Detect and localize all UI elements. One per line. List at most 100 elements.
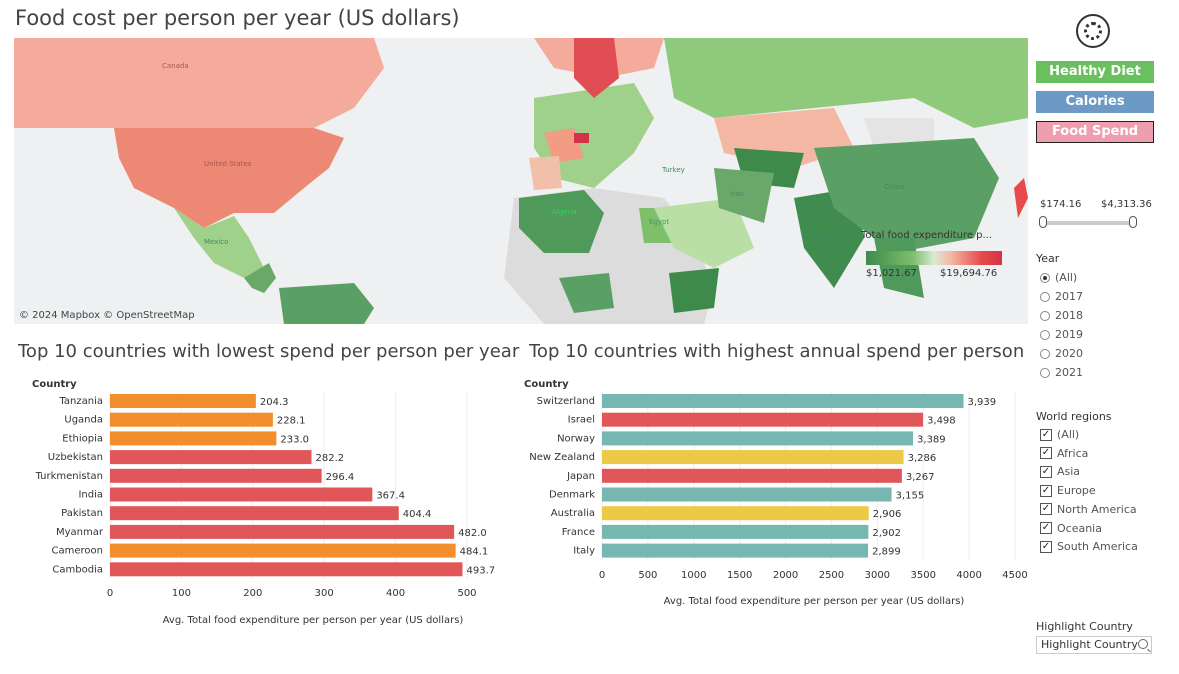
map-shapes[interactable] (14, 38, 1028, 324)
region-option-label: Asia (1057, 465, 1081, 479)
x-tick-label: 1500 (727, 570, 752, 581)
logo-icon (1076, 14, 1110, 48)
checkbox-icon[interactable]: ✓ (1040, 522, 1052, 534)
map-japan[interactable] (1014, 178, 1028, 218)
bar (602, 431, 914, 446)
bar (110, 394, 256, 408)
bar (602, 450, 904, 465)
world-map[interactable]: Canada United States Mexico Algeria Egyp… (14, 38, 1028, 324)
map-label-mexico: Mexico (204, 238, 229, 246)
checkbox-icon[interactable]: ✓ (1040, 540, 1052, 553)
category-label: Turkmenistan (35, 471, 103, 482)
year-option[interactable]: 2021 (1040, 366, 1083, 379)
calories-button[interactable]: Calories (1036, 91, 1154, 113)
map-mongolia[interactable] (864, 118, 934, 148)
year-option[interactable]: 2017 (1040, 290, 1083, 303)
y-field-label: Country (524, 379, 569, 390)
radio-icon[interactable] (1040, 367, 1050, 378)
map-mexico[interactable] (174, 208, 264, 278)
category-label: Ethiopia (62, 433, 103, 444)
year-option[interactable]: 2018 (1040, 309, 1083, 322)
map-china[interactable] (814, 138, 999, 253)
checkbox-icon[interactable]: ✓ (1040, 428, 1052, 441)
region-option[interactable]: ✓ Africa (1040, 447, 1088, 460)
region-option[interactable]: ✓ Europe (1040, 484, 1096, 497)
region-option[interactable]: ✓ Oceania (1040, 522, 1102, 535)
category-label: Myanmar (56, 527, 104, 538)
region-option-label: (All) (1057, 428, 1080, 441)
map-switzerland[interactable] (574, 133, 589, 143)
data-label: 3,155 (896, 491, 925, 502)
radio-icon[interactable] (1040, 291, 1050, 302)
region-option[interactable]: ✓ (All) (1040, 428, 1079, 441)
map-north-africa[interactable] (519, 190, 604, 253)
region-option[interactable]: ✓ North America (1040, 503, 1137, 516)
x-tick-label: 2000 (773, 570, 798, 581)
year-option[interactable]: 2019 (1040, 328, 1083, 341)
map-east-africa[interactable] (669, 268, 719, 313)
range-slider-max-handle[interactable] (1129, 216, 1137, 228)
x-tick-label: 3000 (865, 570, 890, 581)
healthy-diet-button[interactable]: Healthy Diet (1036, 61, 1154, 83)
search-icon[interactable] (1138, 639, 1148, 649)
data-label: 3,286 (908, 453, 937, 464)
x-tick-label: 4500 (1002, 570, 1027, 581)
data-label: 2,906 (873, 509, 902, 520)
bar (110, 487, 373, 502)
map-usa[interactable] (114, 128, 344, 228)
radio-icon[interactable] (1040, 329, 1050, 340)
map-label-iran: Iran (730, 190, 744, 198)
map-central-america[interactable] (244, 263, 276, 293)
data-label: 204.3 (260, 397, 289, 408)
region-option[interactable]: ✓ South America (1040, 540, 1138, 553)
map-canada[interactable] (14, 38, 384, 128)
map-legend-title: Total food expenditure p... (861, 230, 993, 241)
x-tick-label: 500 (457, 588, 476, 599)
checkbox-icon[interactable]: ✓ (1040, 503, 1052, 516)
map-label-egypt: Egypt (649, 218, 670, 226)
map-russia[interactable] (664, 38, 1028, 128)
data-label: 482.0 (458, 528, 487, 539)
map-south-america[interactable] (279, 283, 374, 324)
checkbox-icon[interactable]: ✓ (1040, 484, 1052, 497)
data-label: 282.2 (315, 453, 344, 464)
range-slider-min-handle[interactable] (1039, 216, 1047, 228)
map-iran[interactable] (714, 168, 774, 223)
map-legend-min: $1,021.67 (866, 268, 917, 279)
year-option[interactable]: (All) (1040, 271, 1077, 284)
data-label: 484.1 (460, 547, 489, 558)
chart-lowest-title: Top 10 countries with lowest spend per p… (18, 341, 520, 362)
radio-icon[interactable] (1040, 348, 1050, 359)
data-label: 228.1 (277, 416, 306, 427)
checkbox-icon[interactable]: ✓ (1040, 447, 1052, 460)
category-label: Italy (573, 546, 595, 557)
x-tick-label: 1000 (681, 570, 706, 581)
x-tick-label: 100 (172, 588, 191, 599)
radio-icon[interactable] (1040, 272, 1050, 283)
region-option-label: Africa (1057, 446, 1089, 460)
range-slider-track[interactable] (1042, 221, 1134, 225)
category-label: Pakistan (61, 508, 103, 519)
data-label: 3,498 (927, 416, 956, 427)
year-option-label: 2020 (1055, 347, 1083, 360)
checkbox-icon[interactable]: ✓ (1040, 465, 1052, 478)
map-middle-east[interactable] (654, 198, 754, 268)
region-option-label: Oceania (1057, 521, 1102, 535)
map-europe[interactable] (534, 83, 654, 188)
year-option-label: 2017 (1055, 290, 1083, 303)
x-tick-label: 400 (386, 588, 405, 599)
x-tick-label: 4000 (956, 570, 981, 581)
map-west-africa[interactable] (559, 273, 614, 313)
year-option[interactable]: 2020 (1040, 347, 1083, 360)
radio-icon[interactable] (1040, 310, 1050, 321)
page-title: Food cost per person per year (US dollar… (15, 6, 460, 30)
y-field-label: Country (32, 379, 77, 390)
map-label-china: China (884, 183, 904, 191)
x-tick-label: 300 (315, 588, 334, 599)
region-option[interactable]: ✓ Asia (1040, 465, 1080, 478)
highlight-country-input[interactable]: Highlight Country (1036, 636, 1152, 654)
map-attribution[interactable]: © 2024 Mapbox © OpenStreetMap (19, 310, 195, 321)
map-scandinavia[interactable] (574, 38, 619, 98)
food-spend-button[interactable]: Food Spend (1036, 121, 1154, 143)
map-spain[interactable] (529, 156, 562, 190)
